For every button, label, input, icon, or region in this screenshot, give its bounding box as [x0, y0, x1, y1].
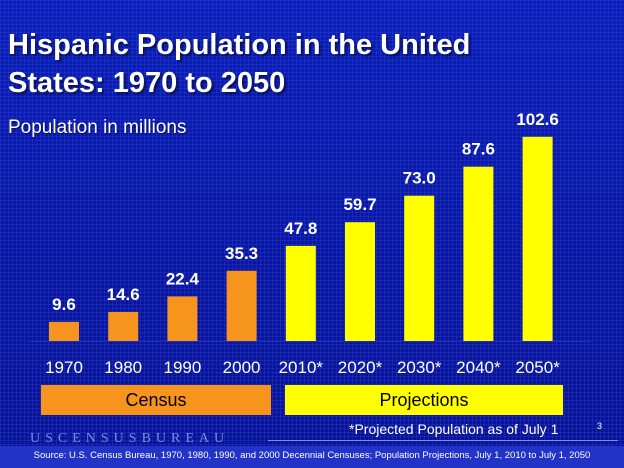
bar-2050: [522, 136, 553, 341]
projection-footnote: *Projected Population as of July 1: [349, 421, 559, 437]
bar-1980: [108, 311, 139, 341]
value-label-2020: 59.7: [343, 195, 376, 214]
projections-group-label: Projections: [285, 385, 563, 415]
tick-label-2040: 2040*: [456, 358, 501, 377]
census-bureau-logo: USCENSUSBUREAU: [30, 431, 230, 446]
tick-label-2030: 2030*: [397, 358, 442, 377]
bar-2000: [226, 270, 257, 341]
logo-divider: [268, 440, 618, 441]
page-number: 3: [597, 421, 603, 431]
tick-label-1970: 1970: [45, 358, 83, 377]
tick-label-2050: 2050*: [515, 358, 560, 377]
source-note: Source: U.S. Census Bureau, 1970, 1980, …: [0, 446, 624, 468]
value-label-1970: 9.6: [52, 295, 76, 314]
chart-title: Hispanic Population in the United States…: [8, 29, 471, 99]
bar-1990: [167, 296, 198, 341]
bar-2020: [345, 222, 375, 341]
value-label-2010: 47.8: [284, 219, 317, 238]
bar-2030: [404, 195, 435, 341]
value-label-2040: 87.6: [462, 140, 495, 159]
bar-1970: [49, 321, 79, 341]
chart-subtitle: Population in millions: [8, 117, 187, 138]
tick-label-2000: 2000: [223, 358, 261, 377]
value-label-2000: 35.3: [225, 244, 258, 263]
census-group-label: Census: [41, 385, 271, 415]
value-label-1990: 22.4: [166, 269, 200, 288]
tick-label-2010: 2010*: [279, 358, 324, 377]
bar-2010: [285, 245, 316, 341]
bar-2040: [463, 166, 494, 341]
tick-label-2020: 2020*: [338, 358, 383, 377]
value-label-2030: 73.0: [403, 169, 436, 188]
tick-label-1990: 1990: [163, 358, 201, 377]
tick-label-1980: 1980: [104, 358, 142, 377]
value-label-1980: 14.6: [107, 285, 140, 304]
value-label-2050: 102.6: [516, 110, 559, 129]
